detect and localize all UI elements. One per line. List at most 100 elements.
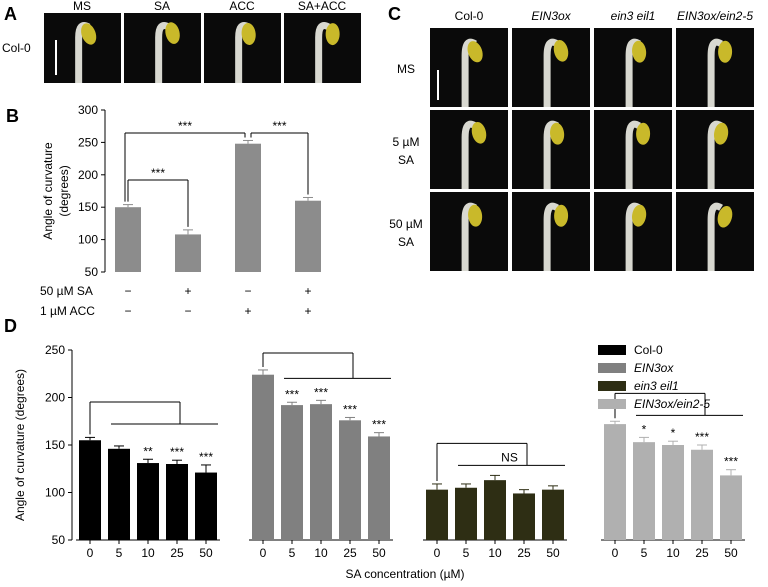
y-tick-label: 250 bbox=[45, 343, 65, 357]
column-label: MS bbox=[73, 0, 91, 13]
column-label: SA+ACC bbox=[298, 0, 347, 13]
x-tick-label: 0 bbox=[612, 546, 619, 560]
x-tick-label: 10 bbox=[666, 546, 680, 560]
x-axis-label: SA concentration (µM) bbox=[346, 567, 465, 581]
bar bbox=[310, 404, 332, 540]
x-tick-label: 5 bbox=[116, 546, 123, 560]
cotyledon bbox=[554, 204, 569, 227]
bar bbox=[604, 424, 626, 540]
condition-sign: + bbox=[304, 304, 311, 318]
bar bbox=[426, 489, 448, 540]
bar bbox=[339, 420, 361, 540]
x-tick-label: 5 bbox=[641, 546, 648, 560]
condition-sign: − bbox=[124, 304, 131, 318]
x-tick-label: 0 bbox=[434, 546, 441, 560]
column-label: ein3 eil1 bbox=[611, 9, 656, 23]
y-axis-label: Angle of curvature (degrees) bbox=[13, 369, 27, 521]
x-tick-label: 0 bbox=[260, 546, 267, 560]
condition-label: 1 µM ACC bbox=[40, 304, 95, 318]
y-tick-label: 300 bbox=[78, 103, 98, 117]
hypocotyl bbox=[707, 38, 723, 107]
cotyledon bbox=[241, 23, 256, 45]
x-tick-label: 5 bbox=[289, 546, 296, 560]
condition-sign: − bbox=[244, 284, 251, 298]
bar bbox=[195, 472, 217, 540]
column-label: ACC bbox=[229, 0, 255, 13]
column-label: EIN3ox bbox=[531, 9, 571, 23]
significance: ** bbox=[143, 444, 153, 458]
y-tick-label: 150 bbox=[78, 200, 98, 214]
cotyledon bbox=[718, 40, 733, 63]
cotyledon bbox=[717, 205, 733, 228]
bar bbox=[455, 487, 477, 540]
panel-letter: C bbox=[388, 4, 401, 24]
x-tick-label: 10 bbox=[314, 546, 328, 560]
bar bbox=[633, 442, 655, 540]
significance: *** bbox=[170, 445, 184, 459]
bar bbox=[281, 405, 303, 540]
bar bbox=[691, 449, 713, 540]
y-tick-label: 50 bbox=[52, 533, 66, 547]
hypocotyl bbox=[707, 202, 723, 271]
x-tick-label: 0 bbox=[87, 546, 94, 560]
cotyledon bbox=[636, 122, 651, 145]
bar bbox=[542, 489, 564, 540]
significance: *** bbox=[272, 119, 286, 133]
y-tick-label: 200 bbox=[78, 168, 98, 182]
cotyledon bbox=[468, 204, 483, 227]
bar bbox=[484, 480, 506, 540]
condition-label: 50 µM SA bbox=[40, 284, 93, 298]
bar bbox=[235, 143, 261, 272]
significance: * bbox=[642, 422, 647, 436]
condition-sign: − bbox=[124, 284, 131, 298]
y-tick-label: 200 bbox=[45, 391, 65, 405]
x-tick-label: 50 bbox=[199, 546, 213, 560]
condition-sign: − bbox=[184, 304, 191, 318]
bar bbox=[252, 374, 274, 540]
cotyledon bbox=[632, 40, 647, 63]
x-tick-label: 50 bbox=[724, 546, 738, 560]
bar bbox=[115, 207, 141, 272]
cotyledon bbox=[165, 22, 180, 44]
bar bbox=[720, 475, 742, 540]
y-tick-label: 150 bbox=[45, 438, 65, 452]
significance: *** bbox=[314, 385, 328, 399]
x-tick-label: 25 bbox=[517, 546, 531, 560]
bar bbox=[295, 200, 321, 272]
bar bbox=[662, 445, 684, 540]
hypocotyl bbox=[625, 120, 641, 189]
significance: *** bbox=[151, 166, 165, 180]
significance: * bbox=[671, 426, 676, 440]
bar bbox=[368, 436, 390, 540]
column-label: SA bbox=[154, 0, 170, 13]
significance: *** bbox=[178, 119, 192, 133]
y-tick-label: 100 bbox=[78, 233, 98, 247]
cotyledon bbox=[81, 23, 97, 45]
y-tick-label: 100 bbox=[45, 486, 65, 500]
column-label: Col-0 bbox=[455, 9, 484, 23]
cotyledon bbox=[550, 122, 565, 145]
significance: *** bbox=[343, 402, 357, 416]
legend-swatch bbox=[598, 345, 626, 355]
x-tick-label: 25 bbox=[343, 546, 357, 560]
cotyledon bbox=[471, 121, 487, 144]
x-tick-label: 50 bbox=[372, 546, 386, 560]
y-axis-label: (degrees) bbox=[57, 165, 71, 216]
bar bbox=[175, 234, 201, 272]
y-axis-label: Angle of curvature bbox=[41, 142, 55, 240]
cotyledon bbox=[714, 122, 729, 145]
bar bbox=[108, 448, 130, 540]
bar bbox=[166, 464, 188, 540]
row-label: SA bbox=[398, 153, 414, 167]
significance: *** bbox=[724, 455, 738, 469]
y-tick-label: 250 bbox=[78, 135, 98, 149]
significance: NS bbox=[501, 450, 518, 464]
legend-swatch bbox=[598, 381, 626, 391]
cotyledon bbox=[553, 39, 569, 62]
bar bbox=[513, 493, 535, 540]
cotyledon bbox=[325, 23, 340, 46]
hypocotyl bbox=[315, 22, 331, 83]
x-tick-label: 10 bbox=[141, 546, 155, 560]
condition-sign: + bbox=[184, 284, 191, 298]
